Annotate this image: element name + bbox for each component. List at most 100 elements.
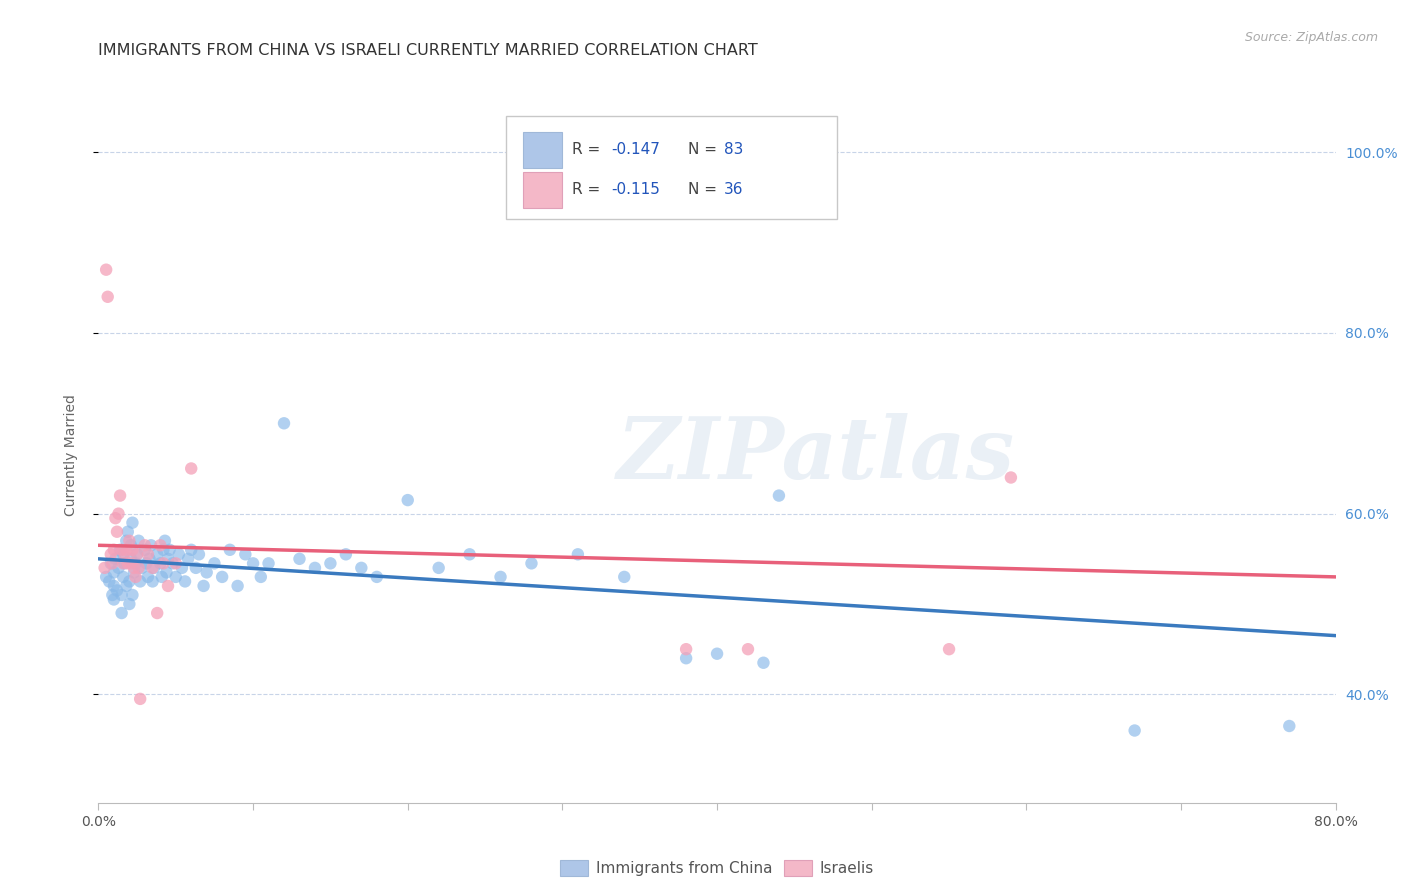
Point [103,592,125,607]
Point [127,547,149,561]
Point [219,542,242,557]
Point [184,561,207,575]
Point [134,538,156,552]
Point [177,551,200,566]
Point [706,647,728,661]
Point [520,557,543,571]
Point [105,524,128,539]
Point [737,642,759,657]
Point [124,570,146,584]
Point [103,542,125,557]
Point [170,561,193,575]
Point [152,542,174,557]
Point [150,570,173,584]
Point [458,547,481,561]
Point [104,551,127,566]
Point [138,551,160,566]
Point [115,533,138,548]
Point [1000,470,1022,484]
Point [100,547,122,561]
Point [100,557,122,571]
Point [111,542,134,557]
Point [167,547,190,561]
Point [117,557,139,571]
Point [193,579,215,593]
Point [122,561,145,575]
Point [122,566,145,580]
Text: -0.147: -0.147 [612,143,661,157]
Point [165,557,187,571]
Point [180,461,202,475]
Text: 83: 83 [724,143,744,157]
Point [304,561,326,575]
Point [242,557,264,571]
Point [128,533,150,548]
Point [149,557,172,571]
Point [97,290,120,304]
Point [136,547,159,561]
Point [211,570,233,584]
Point [101,557,124,571]
Point [146,606,169,620]
Point [112,557,135,571]
Point [107,507,129,521]
Point [108,489,131,503]
Text: N =: N = [688,183,721,197]
Text: ZIPatlas: ZIPatlas [617,413,1015,497]
Point [335,547,357,561]
Point [112,547,135,561]
Point [121,516,143,530]
Point [114,557,136,571]
Point [105,583,128,598]
Point [226,579,249,593]
Point [396,493,419,508]
Point [118,574,141,589]
Point [96,570,118,584]
Point [204,557,226,571]
Point [101,588,124,602]
Point [111,606,134,620]
Point [104,511,127,525]
Point [124,557,146,571]
Point [121,542,143,557]
Point [180,542,202,557]
Point [98,574,121,589]
Text: R =: R = [572,183,606,197]
Point [112,570,135,584]
Point [489,570,512,584]
Point [139,538,162,552]
Point [174,574,197,589]
Text: N =: N = [688,143,721,157]
Point [136,570,159,584]
Point [675,642,697,657]
Point [157,551,180,566]
Point [613,570,636,584]
Point [165,570,187,584]
Point [114,547,136,561]
Point [127,547,149,561]
Point [135,557,157,571]
Point [131,561,153,575]
Point [675,651,697,665]
Point [142,561,165,575]
Point [350,561,373,575]
Point [129,692,152,706]
Point [153,533,176,548]
Point [103,579,125,593]
Point [129,574,152,589]
Point [103,566,125,580]
Point [111,588,134,602]
Point [128,561,150,575]
Point [143,561,166,575]
Point [96,262,118,277]
Point [118,597,141,611]
Point [121,588,143,602]
Point [149,538,172,552]
Point [118,533,141,548]
Point [152,557,174,571]
Point [1278,719,1301,733]
Text: Source: ZipAtlas.com: Source: ZipAtlas.com [1244,31,1378,45]
Point [93,561,115,575]
Point [752,656,775,670]
Point [288,551,311,566]
